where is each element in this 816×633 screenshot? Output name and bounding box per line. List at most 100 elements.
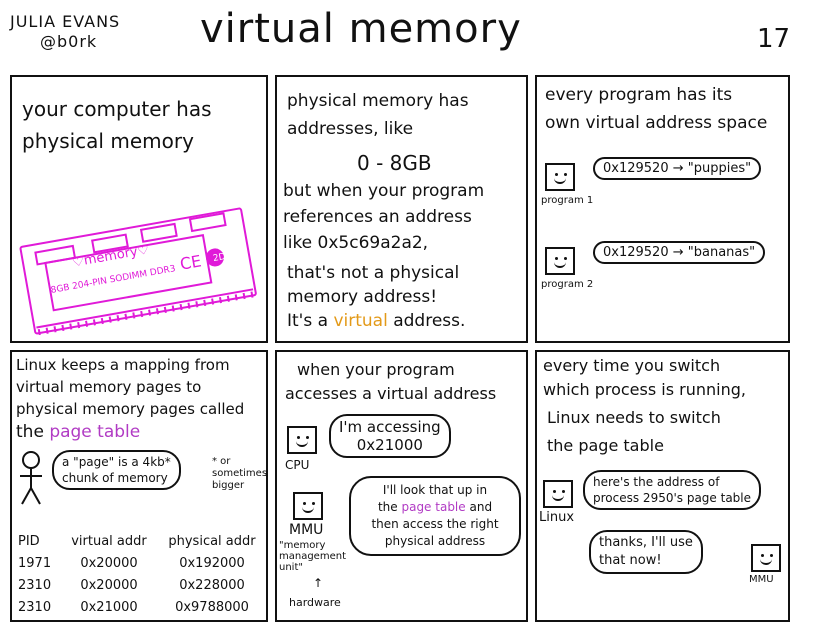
panel3-line-1: every program has its — [545, 85, 733, 105]
panel6-line-1: every time you switch — [543, 356, 721, 375]
page-number: 17 — [757, 24, 791, 54]
panel4-line-4: the page table — [16, 422, 140, 442]
panel-mmu: when your program accesses a virtual add… — [275, 350, 528, 622]
mmu-face-icon — [293, 492, 323, 520]
panel5-line-2: accesses a virtual address — [285, 384, 497, 403]
mmu-thought-cloud: I'll look that up in the page table and … — [349, 476, 521, 556]
panel-virtual-address-space: every program has its own virtual addres… — [535, 75, 790, 343]
author-line-1: JULIA EVANS — [10, 12, 121, 31]
program-2-bubble: 0x129520 → "bananas" — [593, 241, 766, 264]
linux-speech-bubble: here's the address of process 2950's pag… — [583, 470, 762, 510]
panel-switch-process: every time you switch which process is r… — [535, 350, 790, 622]
panel2-line-8: It's a virtual address. — [287, 311, 465, 331]
panel-physical-memory: your computer has physical memory ♡memor… — [10, 75, 268, 343]
panel2-line-2: addresses, like — [287, 119, 414, 139]
mmu-cloud-line-1: I'll look that up in — [382, 483, 488, 497]
table-cell-physical-addr: 0x228000 — [179, 577, 245, 593]
page-title: virtual memory — [200, 6, 522, 52]
mmu-bubble-line-2: that now! — [599, 553, 662, 568]
panel6-line-4: the page table — [547, 436, 664, 455]
cpu-label: CPU — [285, 458, 310, 472]
mmu-speech-bubble: thanks, I'll use that now! — [589, 530, 703, 574]
panel2-line-7: memory address! — [287, 287, 438, 307]
table-header-row: PID virtual addr physical addr — [18, 530, 266, 552]
program-2-label: program 2 — [541, 279, 594, 290]
program-1-value: "puppies" — [687, 161, 752, 176]
mmu-label: MMU — [749, 574, 774, 585]
panel-physical-addresses: physical memory has addresses, like 0 - … — [275, 75, 528, 343]
panel6-line-2: which process is running, — [543, 380, 746, 399]
panel2-line-5: like 0x5c69a2a2, — [283, 233, 429, 253]
panel1-text-line-1: your computer has — [22, 97, 212, 121]
table-cell-virtual-addr: 0x20000 — [80, 577, 138, 593]
page-definition-line-1: a "page" is a 4kb* — [62, 455, 171, 469]
panel6-line-3: Linux needs to switch — [547, 408, 721, 427]
page-table-highlight: page table — [49, 422, 141, 442]
program-2-address: 0x129520 — [603, 245, 669, 260]
arrow-icon: → — [672, 245, 684, 260]
ram-stick-icon — [19, 207, 257, 335]
table-cell-pid: 1971 — [18, 555, 52, 571]
cpu-bubble-line-1: I'm accessing — [339, 418, 441, 436]
page-definition-line-2: chunk of memory — [62, 471, 168, 485]
program-2-face-icon — [545, 247, 575, 275]
table-header-pid: PID — [18, 533, 40, 549]
stick-figure-icon — [20, 451, 42, 505]
program-1-label: program 1 — [541, 195, 594, 206]
cpu-speech-bubble: I'm accessing 0x21000 — [329, 414, 451, 458]
table-header-virtual-addr: virtual addr — [71, 533, 147, 549]
table-cell-virtual-addr: 0x21000 — [80, 599, 138, 615]
panel2-line-6: that's not a physical — [287, 263, 460, 283]
hardware-label: hardware — [289, 596, 341, 609]
cpu-face-icon — [287, 426, 317, 454]
virtual-highlight: virtual — [333, 311, 388, 331]
linux-bubble-line-1: here's the address of — [593, 475, 720, 489]
mmu-cloud-line-3: then access the right — [371, 517, 499, 531]
table-cell-physical-addr: 0x9788000 — [175, 599, 249, 615]
panel2-line-8-prefix: It's a — [287, 311, 329, 331]
panel2-line-3: but when your program — [283, 181, 485, 201]
panel-page-table: Linux keeps a mapping from virtual memor… — [10, 350, 268, 622]
page-definition-bubble: a "page" is a 4kb* chunk of memory — [52, 450, 181, 490]
mmu-cloud-line-4: physical address — [384, 534, 486, 548]
panel4-line-4-prefix: the — [16, 422, 44, 442]
table-cell-physical-addr: 0x192000 — [179, 555, 245, 571]
linux-face-icon — [543, 480, 573, 508]
panel4-line-1: Linux keeps a mapping from — [16, 356, 230, 374]
panel2-line-8-suffix: address. — [393, 311, 466, 331]
mmu-cloud-line-2-suffix: and — [469, 500, 493, 514]
author-handle: @b0rk — [40, 32, 98, 51]
ce-mark: CE — [178, 251, 203, 274]
author-name: JULIA EVANS @b0rk — [10, 12, 120, 52]
page-size-note: * or sometimes bigger — [212, 456, 268, 491]
page-table: PID virtual addr physical addr 1971 0x20… — [18, 530, 266, 618]
panel3-line-2: own virtual address space — [545, 113, 768, 133]
mmu-bubble-line-1: thanks, I'll use — [599, 535, 693, 550]
cpu-bubble-line-2: 0x21000 — [356, 436, 423, 454]
program-1-address: 0x129520 — [603, 161, 669, 176]
linux-bubble-line-2: process 2950's page table — [593, 491, 752, 505]
up-arrow-icon: ↑ — [313, 576, 324, 590]
panel2-line-4: references an address — [283, 207, 472, 227]
table-header-physical-addr: physical addr — [168, 533, 256, 549]
panel4-line-2: virtual memory pages to — [16, 378, 202, 396]
table-row: 2310 0x21000 0x9788000 — [18, 596, 266, 618]
mmu-expansion: "memory management unit" — [279, 540, 346, 573]
arrow-icon: → — [672, 161, 684, 176]
mmu-cloud-line-2-prefix: the — [377, 500, 398, 514]
mmu-face-icon — [751, 544, 781, 572]
panel5-line-1: when your program — [297, 360, 455, 379]
address-range: 0 - 8GB — [357, 151, 432, 175]
linux-label: Linux — [539, 510, 575, 525]
mmu-cloud-page-table: page table — [401, 500, 466, 514]
table-cell-virtual-addr: 0x20000 — [80, 555, 138, 571]
panel4-line-3: physical memory pages called — [16, 400, 245, 418]
table-cell-pid: 2310 — [18, 599, 52, 615]
program-1-bubble: 0x129520 → "puppies" — [593, 157, 762, 180]
program-2-value: "bananas" — [687, 245, 756, 260]
panel1-text-line-2: physical memory — [22, 129, 194, 153]
table-row: 2310 0x20000 0x228000 — [18, 574, 266, 596]
table-cell-pid: 2310 — [18, 577, 52, 593]
mmu-cloud-line-2: the page table and — [361, 499, 509, 516]
program-1-face-icon — [545, 163, 575, 191]
